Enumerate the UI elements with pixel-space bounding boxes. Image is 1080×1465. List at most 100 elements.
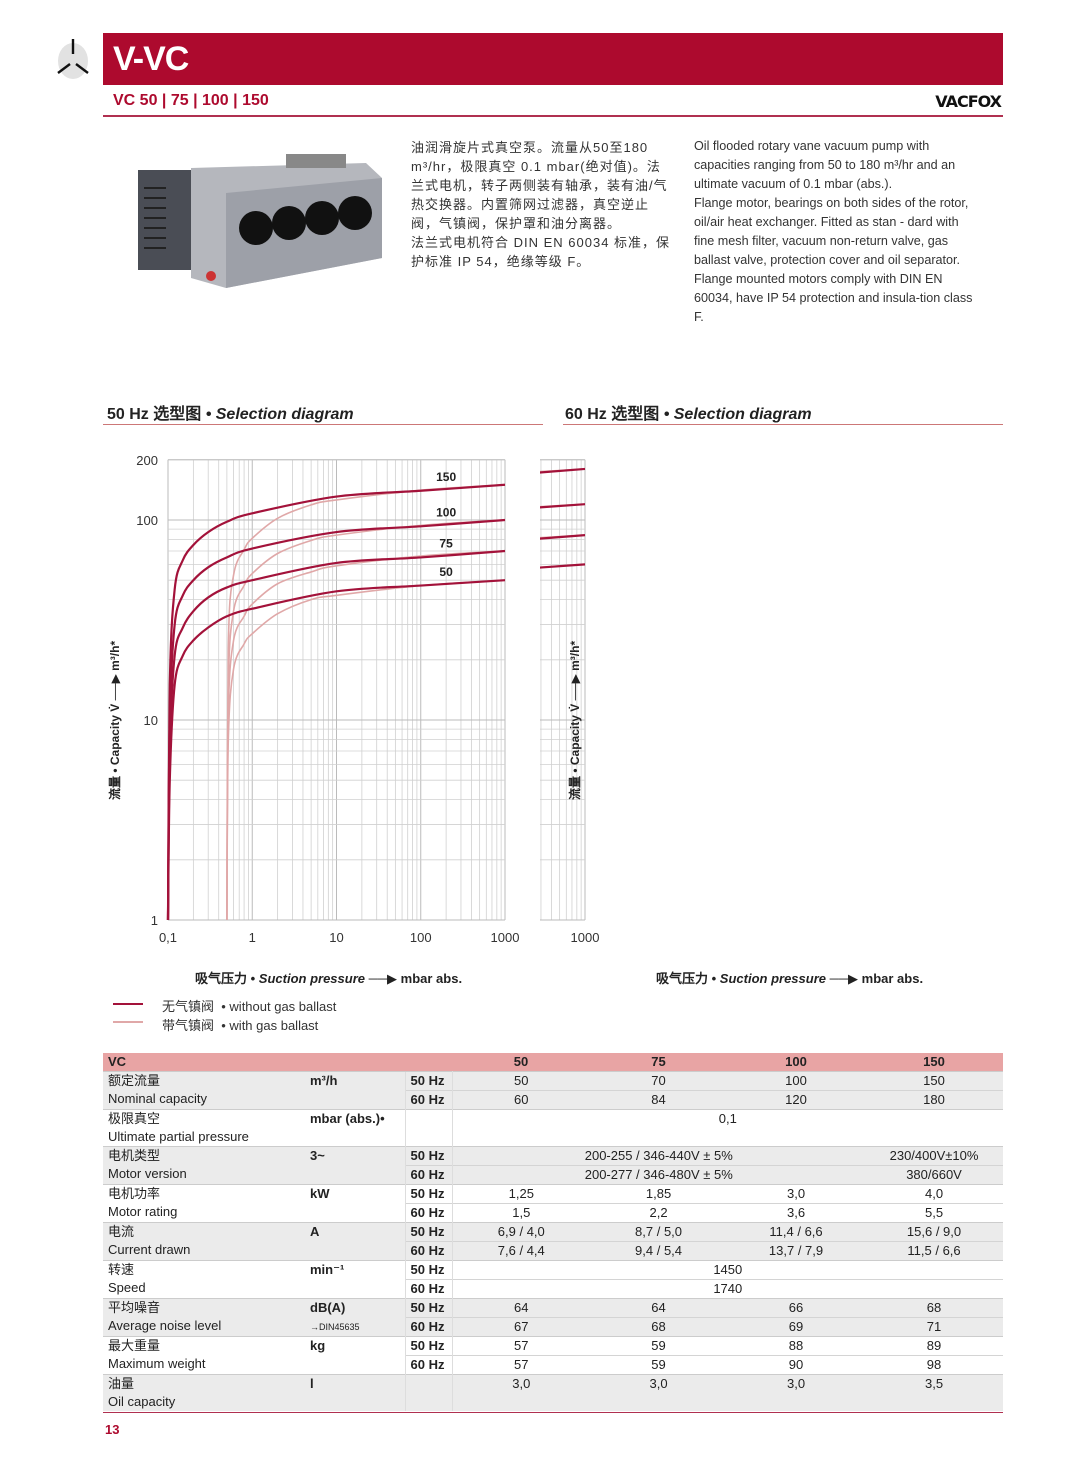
description-en: Oil flooded rotary vane vacuum pump with… [694,137,979,327]
x-tick-label: 1 [249,930,256,945]
pump-logo-icon [57,39,89,79]
table-row: 60 Hz 7,6 / 4,4 9,4 / 5,4 13,7 / 7,9 11,5 / … [103,1241,1004,1261]
x-label-en: Suction pressure [719,971,826,986]
value-cell: 84 [590,1090,728,1110]
value-cell: 11,4 / 6,6 [727,1222,866,1242]
divider [103,1412,1003,1413]
row-label-en: Nominal capacity [108,1091,207,1106]
value-cell: 60 [452,1090,591,1110]
value-cell: 3,0 [452,1374,591,1411]
value-cell: 64 [590,1298,728,1318]
value-cell: 0,1 [452,1109,1004,1147]
page-number: 13 [105,1422,120,1437]
value-cell: 3,0 [727,1184,866,1204]
row-label-cn: 油量 [108,1376,135,1391]
row-label: 电机类型 Motor version [103,1146,305,1185]
heading-en: • Selection diagram [205,406,354,423]
x-tick-label: 1000 [491,930,520,945]
frequency-cell: 60 Hz [404,1241,453,1261]
row-label-en: Oil capacity [108,1394,176,1409]
row-label: 平均噪音 Average noise level [103,1298,305,1337]
header-cell-size: 150 [865,1053,1004,1072]
value-cell: 11,5 / 6,6 [865,1241,1004,1261]
value-cell: 71 [865,1317,1004,1337]
model-list: VC 50 | 75 | 100 | 150 [113,92,269,109]
y-axis-label: 流量 • Capacity V̇ ──▶ m³/h* [108,640,122,800]
row-label-en: Average noise level [108,1318,222,1333]
unit-text: kg [310,1338,326,1353]
value-cell: 98 [865,1355,1004,1375]
frequency-cell: 60 Hz [404,1165,453,1185]
value-cell: 2,2 [590,1203,728,1223]
frequency-cell: 50 Hz [404,1298,453,1318]
legend-cn: 无气镇阀 [162,999,215,1014]
description-cn-p2: 法兰式电机符合 DIN EN 60034 标准，保护标准 IP 54，绝缘等级 … [411,235,671,269]
value-cell: 380/660V [865,1165,1004,1185]
row-unit: dB(A) →DIN45635 [305,1298,405,1337]
value-cell: 68 [590,1317,728,1337]
row-label-cn: 电流 [108,1224,135,1239]
spec-table: VC 50 75 100 150 额定流量 Nominal capacity m³/h 50 H… [103,1053,1004,1411]
row-label: 额定流量 Nominal capacity [103,1071,305,1110]
table-row: 额定流量 Nominal capacity m³/h 50 Hz 50 70 100 150 [103,1071,1004,1110]
table-row: 60 Hz 60 84 120 180 [103,1090,1004,1110]
row-unit: mbar (abs.)• [305,1109,405,1147]
y-axis-label: 流量 • Capacity V̇ ──▶ m³/h* [568,640,582,800]
row-label: 电流 Current drawn [103,1222,305,1261]
value-cell: 150 [865,1071,1004,1091]
row-label-en: Speed [108,1280,146,1295]
description-en-p1: Oil flooded rotary vane vacuum pump with… [694,139,969,267]
legend-cn: 带气镇阀 [162,1018,215,1033]
value-cell: 1740 [452,1279,1004,1299]
curve-without-gas-ballast-75 [166,549,506,921]
row-label-en: Maximum weight [108,1356,206,1371]
header-cell-size: 100 [727,1053,866,1072]
heading-cn: 50 Hz 选型图 [107,406,202,423]
value-cell: 68 [865,1298,1004,1318]
x-label-unit: ──▶ mbar abs. [368,971,463,986]
unit-text: m³/h [310,1073,338,1088]
row-label-cn: 电机类型 [108,1148,161,1163]
frequency-cell: 50 Hz [404,1260,453,1280]
value-cell: 1,25 [452,1184,591,1204]
value-cell: 7,6 / 4,4 [452,1241,591,1261]
table-row: 60 Hz 67 68 69 71 [103,1317,1004,1337]
x-tick-label: 0,1 [159,930,177,945]
table-row: 60 Hz 57 59 90 98 [103,1355,1004,1375]
curve-label: 150 [436,470,456,484]
value-cell: 4,0 [865,1184,1004,1204]
y-tick-label: 100 [136,513,158,528]
table-row: 电流 Current drawn A 50 Hz 6,9 / 4,0 8,7 / 5,0 1… [103,1222,1004,1261]
value-cell: 1,85 [590,1184,728,1204]
curve-with-gas-ballast [226,579,506,921]
value-cell: 59 [590,1355,728,1375]
brand-logo: VACFOX [935,92,1002,111]
value-cell: 70 [590,1071,728,1091]
row-label-en: Motor rating [108,1204,178,1219]
description-cn-p1: 油润滑旋片式真空泵。流量从50至180 m³/hr，极限真空 0.1 mbar(… [411,140,668,231]
row-label: 油量 Oil capacity [103,1374,305,1411]
value-cell: 59 [590,1336,728,1356]
legend-with-ballast: 带气镇阀 • with gas ballast [162,1015,318,1034]
curve-label: 50 [439,565,453,579]
row-label-en: Ultimate partial pressure [108,1129,249,1144]
frequency-cell: 50 Hz [404,1222,453,1242]
diagram-50hz-heading: 50 Hz 选型图 • Selection diagram [107,400,354,424]
value-cell: 67 [452,1317,591,1337]
frequency-cell: 50 Hz [404,1146,453,1166]
table-row: 转速 Speed min⁻¹ 50 Hz 1450 [103,1260,1004,1299]
value-cell: 3,6 [727,1203,866,1223]
curve-with-gas-ballast [226,550,506,921]
frequency-cell [404,1374,453,1411]
value-cell: 8,7 / 5,0 [590,1222,728,1242]
row-label-cn: 极限真空 [108,1111,161,1126]
unit-note: →DIN45635 [310,1322,360,1332]
value-cell: 120 [727,1090,866,1110]
table-row: 60 Hz 1,5 2,2 3,6 5,5 [103,1203,1004,1223]
row-unit: l [305,1374,405,1411]
x-label-cn: 吸气压力 • [195,971,256,986]
value-cell: 89 [865,1336,1004,1356]
value-cell: 50 [452,1071,591,1091]
